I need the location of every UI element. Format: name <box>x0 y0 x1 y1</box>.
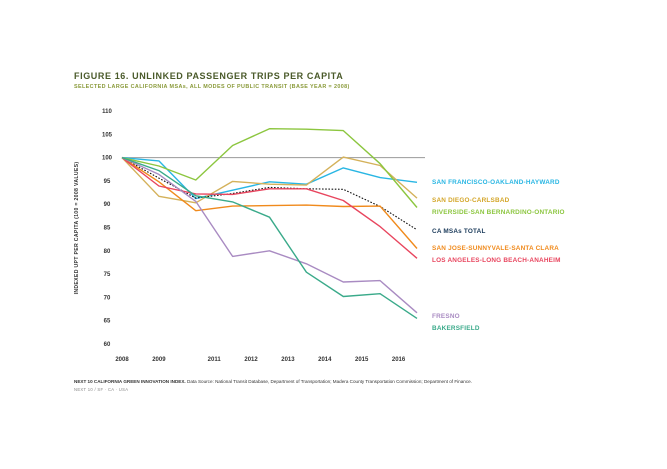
x-axis: 2008 2009 2011 2012 2013 2014 2015 2016 <box>115 357 406 363</box>
series-line <box>121 157 418 259</box>
x-tick-label: 2009 <box>152 357 166 363</box>
source-text: Data Source: National Transit Database, … <box>185 379 472 384</box>
legend-label: RIVERSIDE-SAN BERNARDINO-ONTARIO <box>432 209 565 216</box>
y-axis: 60 65 70 75 80 85 90 95 100 105 110 <box>102 109 113 348</box>
source-bold: NEXT 10 CALIFORNIA GREEN INNOVATION INDE… <box>74 379 186 384</box>
source-note: NEXT 10 CALIFORNIA GREEN INNOVATION INDE… <box>74 379 472 384</box>
y-tick-label: 95 <box>104 179 111 185</box>
series-line <box>121 157 418 249</box>
y-tick-label: 90 <box>104 202 111 208</box>
legend-label: LOS ANGELES-LONG BEACH-ANAHEIM <box>432 257 561 264</box>
series-line <box>121 156 418 314</box>
x-tick-label: 2008 <box>115 357 129 363</box>
y-tick-label: 100 <box>102 156 113 162</box>
x-tick-label: 2015 <box>355 357 369 363</box>
x-tick-label: 2011 <box>208 357 222 363</box>
legend: SAN FRANCISCO-OAKLAND-HAYWARD SAN DIEGO-C… <box>432 179 565 332</box>
y-tick-label: 105 <box>102 132 113 138</box>
y-tick-label: 110 <box>102 109 112 115</box>
y-tick-label: 75 <box>104 272 111 278</box>
chart-title: FIGURE 16. UNLINKED PASSENGER TRIPS PER … <box>74 71 344 81</box>
y-tick-label: 80 <box>104 249 111 255</box>
plot-area <box>121 127 425 319</box>
x-tick-label: 2013 <box>281 357 295 363</box>
series-line <box>121 156 418 319</box>
y-tick-label: 60 <box>104 342 111 348</box>
series-line <box>121 156 418 204</box>
y-tick-label: 65 <box>104 319 111 325</box>
legend-label: BAKERSFIELD <box>432 325 480 332</box>
legend-label: SAN FRANCISCO-OAKLAND-HAYWARD <box>432 179 560 186</box>
brand-footer: NEXT 10 / SF · CA · USA <box>74 387 129 392</box>
legend-label: SAN JOSE-SUNNYVALE-SANTA CLARA <box>432 245 559 252</box>
y-tick-label: 85 <box>104 226 111 232</box>
y-tick-label: 70 <box>104 295 111 301</box>
x-tick-label: 2012 <box>244 357 258 363</box>
series-line <box>121 156 418 200</box>
chart-subtitle: SELECTED LARGE CALIFORNIA MSAs, ALL MODE… <box>74 84 350 90</box>
legend-label: SAN DIEGO-CARLSBAD <box>432 197 510 204</box>
series-line <box>121 127 418 208</box>
x-tick-label: 2014 <box>318 357 332 363</box>
y-axis-label: INDEXED UPT PER CAPITA (100 = 2008 VALUE… <box>74 162 80 295</box>
x-tick-label: 2016 <box>392 357 406 363</box>
series-line <box>121 157 418 231</box>
legend-label: CA MSAs TOTAL <box>432 228 486 235</box>
legend-label: FRESNO <box>432 313 460 320</box>
